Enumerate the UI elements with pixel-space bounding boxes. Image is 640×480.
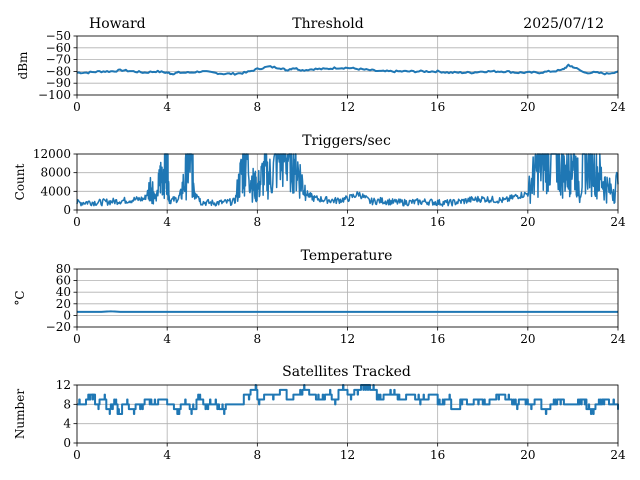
y-tick-label: −20	[46, 320, 71, 334]
threshold-title: Threshold	[292, 16, 363, 32]
x-tick-label: 12	[340, 448, 355, 462]
x-tick-label: 12	[340, 332, 355, 346]
y-tick-label: 0	[63, 308, 71, 322]
y-tick-label: −80	[46, 64, 71, 78]
figure-header: Howard Threshold 2025/07/12	[89, 16, 604, 32]
y-tick-label: 8	[63, 397, 71, 411]
y-tick-label: −100	[38, 88, 71, 102]
chart-threshold: 0 4 8 12 16 20 24 −100−90−80−70−60−50 dBm	[16, 29, 626, 114]
x-tick-label: 4	[163, 215, 171, 229]
x-tick-label: 0	[73, 215, 81, 229]
x-tick-label: 4	[163, 100, 171, 114]
y-tick-label: 0	[63, 436, 71, 450]
station-name: Howard	[89, 16, 146, 32]
temperature-series-line	[77, 310, 618, 313]
triggers-series-line	[76, 153, 619, 207]
y-tick-label: 8000	[40, 166, 71, 180]
chart-title: Satellites Tracked	[282, 364, 411, 380]
x-tick-label: 24	[610, 215, 626, 229]
x-tick-label: 16	[430, 332, 445, 346]
y-tick-label: 60	[56, 274, 71, 288]
y-tick-label: −90	[46, 76, 71, 90]
y-tick-label: 0	[63, 203, 71, 217]
y-tick-label: −60	[46, 41, 71, 55]
y-tick-label: −50	[46, 29, 71, 43]
y-tick-label: 12	[56, 378, 71, 392]
y-tick-label: −70	[46, 53, 71, 67]
x-tick-label: 8	[254, 215, 262, 229]
y-axis-label: Count	[13, 163, 27, 200]
x-tick-label: 4	[163, 332, 171, 346]
threshold-series-line	[76, 63, 619, 76]
satellites-series-line	[77, 384, 619, 415]
chart-satellites: 0 4 8 12 16 20 24 0 4 8 12 Satellites Tracked Number	[13, 364, 626, 462]
x-tick-label: 20	[520, 332, 535, 346]
chart-title: Triggers/sec	[302, 133, 391, 149]
chart-triggers: 0 4 8 12 16 20 24 0 4000 8000 12000 Triggers/sec Cou…	[13, 133, 626, 229]
y-axis-label: °C	[13, 290, 27, 305]
x-tick-label: 4	[163, 448, 171, 462]
y-tick-label: 4000	[40, 184, 71, 198]
x-tick-label: 8	[254, 332, 262, 346]
x-tick-label: 0	[73, 332, 81, 346]
x-tick-label: 24	[610, 332, 626, 346]
chart-title: Temperature	[301, 248, 393, 264]
y-tick-label: 12000	[33, 147, 71, 161]
x-tick-label: 20	[520, 448, 535, 462]
x-tick-label: 0	[73, 448, 81, 462]
y-tick-label: 40	[56, 285, 71, 299]
x-tick-label: 24	[610, 100, 626, 114]
x-tick-label: 20	[520, 100, 535, 114]
x-tick-label: 8	[254, 100, 262, 114]
y-axis-label: dBm	[16, 51, 30, 80]
chart-panels: 0 4 8 12 16 20 24 −100−90−80−70−60−50 dBm 0 4 8 12 16…	[13, 29, 626, 462]
x-tick-label: 16	[430, 100, 445, 114]
x-tick-label: 0	[73, 100, 81, 114]
y-tick-label: 20	[56, 297, 71, 311]
report-date: 2025/07/12	[523, 16, 604, 32]
x-tick-label: 16	[430, 448, 445, 462]
y-tick-label: 4	[63, 417, 71, 431]
x-tick-label: 8	[254, 448, 262, 462]
x-tick-label: 20	[520, 215, 535, 229]
y-tick-label: 80	[56, 262, 71, 276]
x-tick-label: 12	[340, 215, 355, 229]
x-tick-label: 12	[340, 100, 355, 114]
x-tick-label: 24	[610, 448, 626, 462]
y-axis-label: Number	[13, 389, 27, 439]
x-tick-label: 16	[430, 215, 445, 229]
